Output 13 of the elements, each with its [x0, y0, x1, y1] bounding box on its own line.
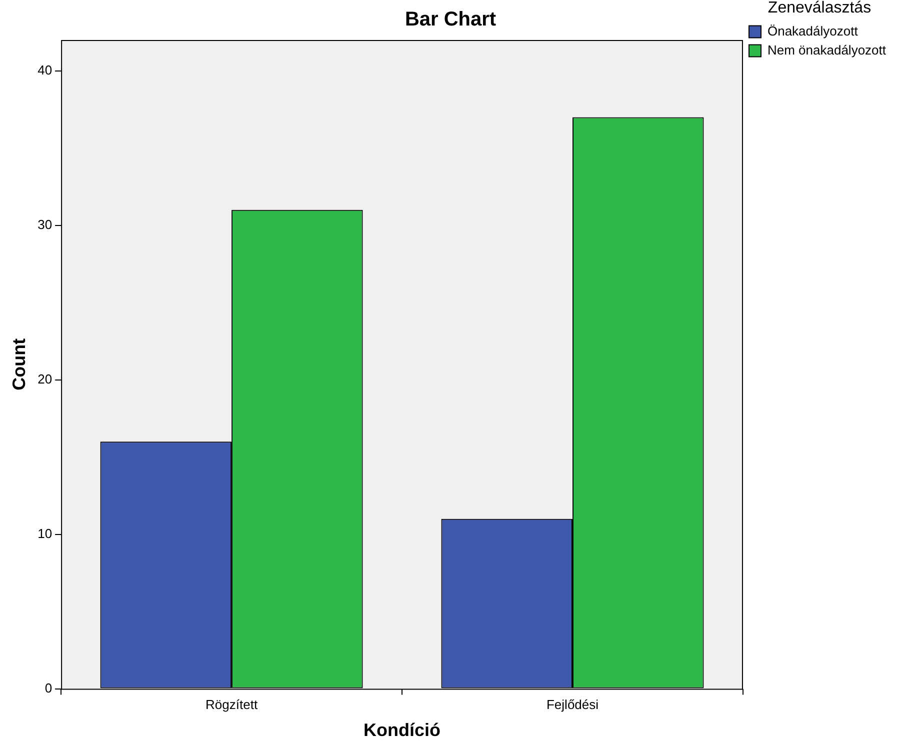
chart-title: Bar Chart [404, 8, 496, 31]
x-tick-label: Fejlődési [546, 697, 599, 712]
y-tick-label: 0 [44, 680, 52, 696]
y-tick-label: 30 [38, 216, 52, 232]
y-tick-label: 40 [38, 62, 52, 78]
legend-label: Nem önakadályozott [767, 42, 886, 58]
y-axis-title: Count [8, 338, 29, 390]
y-tick-label: 10 [38, 526, 52, 541]
x-axis-title: Kondíció [364, 720, 441, 740]
x-tick-label: Rögzített [206, 697, 258, 712]
legend-label: Önakadályozott [767, 23, 858, 38]
y-tick-label: 20 [38, 371, 52, 386]
legend-title: Zeneválasztás [768, 0, 872, 16]
